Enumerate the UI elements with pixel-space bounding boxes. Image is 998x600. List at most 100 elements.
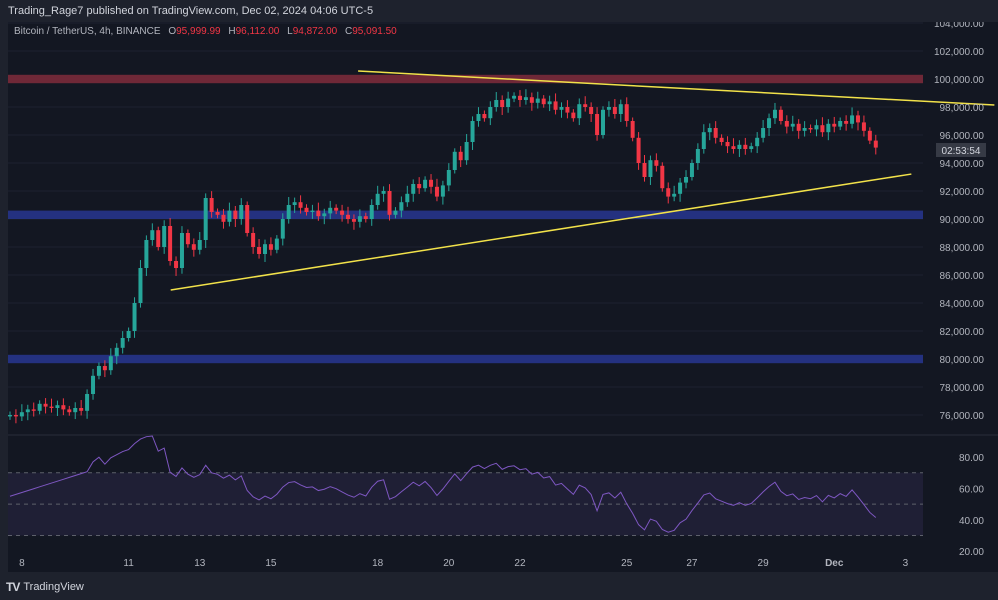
time-tick-label: 29 bbox=[758, 558, 770, 569]
price-tick-label: 76,000.00 bbox=[940, 411, 985, 422]
zone-support-80k bbox=[8, 354, 923, 364]
price-tick-label: 90,000.00 bbox=[940, 215, 985, 226]
candle-body bbox=[351, 219, 356, 222]
candle-body bbox=[719, 137, 724, 142]
close-label: C bbox=[345, 26, 353, 37]
candle-body bbox=[660, 165, 665, 189]
time-tick-label: 27 bbox=[686, 558, 698, 569]
candle-body bbox=[298, 202, 303, 208]
candle-body bbox=[583, 104, 588, 107]
price-tick-label: 86,000.00 bbox=[940, 271, 985, 282]
high-value: 96,112.00 bbox=[235, 26, 280, 37]
candle-body bbox=[375, 193, 380, 205]
candle-body bbox=[25, 409, 30, 413]
countdown-badge bbox=[936, 143, 986, 157]
candle-body bbox=[132, 303, 137, 331]
candle-body bbox=[61, 405, 66, 410]
candle-body bbox=[701, 132, 706, 149]
candle-body bbox=[452, 151, 457, 170]
candle-body bbox=[381, 191, 386, 194]
candle-body bbox=[500, 100, 505, 107]
symbol-label[interactable]: Bitcoin / TetherUS, 4h, BINANCE bbox=[14, 26, 161, 37]
candle-body bbox=[156, 230, 161, 247]
candle-body bbox=[820, 125, 825, 133]
close-value: 95,091.50 bbox=[352, 26, 397, 37]
candle-body bbox=[731, 146, 736, 149]
time-tick-label: 20 bbox=[443, 558, 455, 569]
candle-body bbox=[517, 95, 522, 100]
candle-body bbox=[814, 125, 819, 130]
candle-body bbox=[850, 115, 855, 124]
candle-body bbox=[802, 128, 807, 131]
candle-body bbox=[476, 114, 481, 121]
candle-body bbox=[8, 415, 12, 417]
candle-body bbox=[494, 100, 499, 107]
price-tick-label: 80,000.00 bbox=[940, 355, 985, 366]
candle-body bbox=[612, 107, 617, 114]
candle-body bbox=[601, 109, 605, 135]
candle-body bbox=[464, 142, 469, 161]
candle-body bbox=[618, 104, 623, 114]
candle-body bbox=[316, 210, 321, 217]
candle-body bbox=[411, 184, 416, 194]
candle-body bbox=[577, 104, 582, 119]
candle-body bbox=[630, 121, 635, 138]
candle-body bbox=[120, 338, 125, 348]
candle-body bbox=[203, 198, 208, 240]
candle-body bbox=[624, 104, 629, 121]
candle-body bbox=[304, 207, 309, 212]
candle-body bbox=[826, 123, 831, 133]
candle-body bbox=[429, 179, 434, 187]
chart-frame[interactable]: 104,000.00 102,000.00 100,000.00 98,000.00 9… bbox=[8, 22, 998, 572]
candle-body bbox=[209, 198, 214, 212]
candle-body bbox=[399, 202, 404, 211]
candle-body bbox=[233, 210, 238, 219]
price-tick-label: 100,000.00 bbox=[934, 75, 984, 86]
price-tick-label: 102,000.00 bbox=[934, 47, 984, 58]
candle-body bbox=[55, 405, 60, 408]
candle-body bbox=[512, 95, 517, 99]
candle-body bbox=[529, 97, 534, 103]
candle-body bbox=[138, 268, 143, 303]
candle-body bbox=[19, 412, 24, 417]
candle-body bbox=[126, 331, 131, 338]
candle-body bbox=[179, 233, 184, 268]
high-label: H bbox=[228, 26, 236, 37]
candle-body bbox=[772, 109, 777, 119]
candle-body bbox=[553, 101, 558, 110]
candle-body bbox=[808, 128, 813, 130]
candle-body bbox=[191, 244, 196, 250]
rsi-tick-label: 80.00 bbox=[959, 453, 984, 464]
time-tick-label: 8 bbox=[19, 558, 25, 569]
zone-support-90k bbox=[8, 210, 923, 219]
publisher-caption: Trading_Rage7 published on TradingView.c… bbox=[8, 5, 374, 17]
candle-body bbox=[346, 214, 351, 219]
low-value: 94,872.00 bbox=[292, 26, 338, 37]
candle-body bbox=[506, 98, 511, 107]
candle-body bbox=[488, 107, 493, 119]
candle-body bbox=[440, 185, 445, 197]
candle-body bbox=[49, 406, 54, 408]
candle-body bbox=[565, 107, 570, 113]
candle-body bbox=[310, 210, 315, 212]
candle-body bbox=[855, 115, 860, 123]
candle-body bbox=[257, 247, 262, 254]
candle-body bbox=[245, 205, 250, 233]
candle-body bbox=[547, 101, 552, 105]
candle-body bbox=[67, 409, 72, 413]
candle-body bbox=[274, 238, 279, 250]
candle-body bbox=[268, 244, 273, 250]
open-value: 95,999.99 bbox=[176, 26, 221, 37]
candle-body bbox=[861, 122, 866, 131]
tradingview-logo[interactable]: TV TradingView bbox=[6, 580, 84, 594]
candle-body bbox=[13, 415, 18, 417]
candle-body bbox=[262, 244, 267, 254]
candle-body bbox=[185, 233, 190, 245]
candle-body bbox=[417, 184, 422, 189]
candle-body bbox=[790, 123, 795, 127]
candle-body bbox=[832, 123, 837, 127]
chart-canvas[interactable]: 104,000.00 102,000.00 100,000.00 98,000.00 9… bbox=[8, 22, 998, 572]
candle-body bbox=[108, 356, 113, 371]
candle-body bbox=[642, 163, 647, 177]
candle-body bbox=[678, 182, 683, 194]
